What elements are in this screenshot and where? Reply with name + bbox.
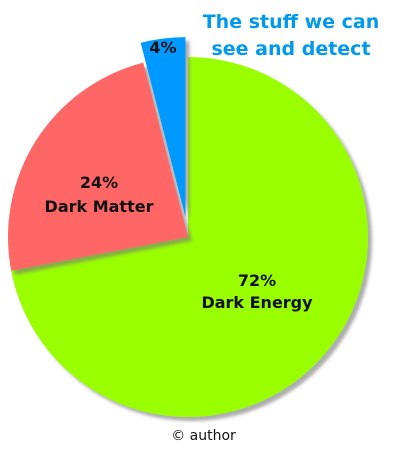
slice-label-dark-energy-percent: 72%	[238, 271, 276, 290]
slice-label-dark-energy-name: Dark Energy	[201, 293, 313, 312]
slice-label-dark-matter-percent: 24%	[80, 173, 118, 192]
callout-line-2: see and detect	[211, 38, 370, 60]
slice-label-visible-percent: 4%	[149, 38, 176, 57]
author-credit: © author	[0, 428, 407, 444]
callout-line-1: The stuff we can	[203, 11, 380, 33]
slice-label-dark-matter-name: Dark Matter	[45, 197, 154, 216]
